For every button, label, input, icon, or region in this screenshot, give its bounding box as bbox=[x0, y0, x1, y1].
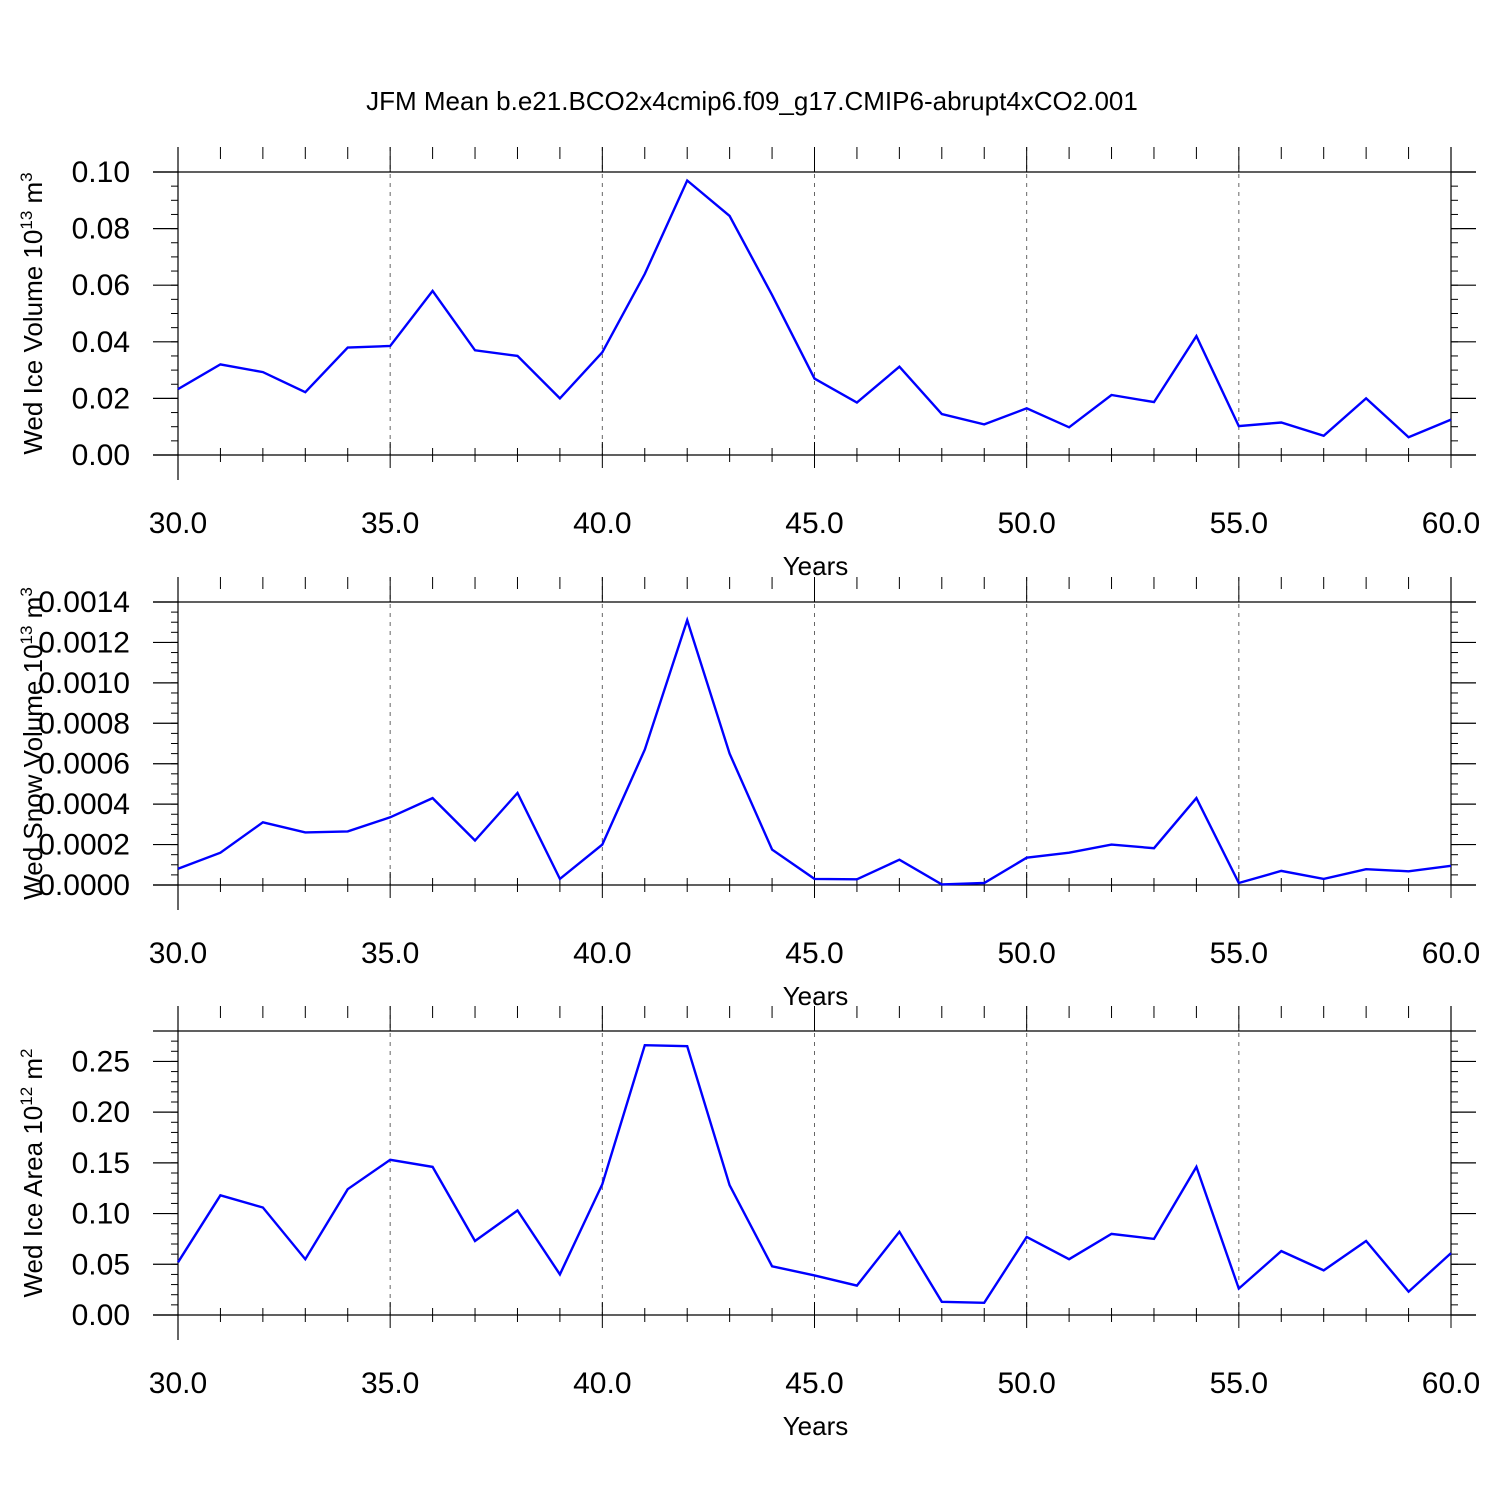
y-axis-label-superscript: 13 bbox=[17, 626, 36, 645]
x-tick-label: 35.0 bbox=[361, 937, 419, 970]
y-axis-label-superscript: 2 bbox=[17, 1048, 36, 1057]
y-tick-label: 0.04 bbox=[72, 326, 130, 359]
series-line bbox=[177, 616, 1452, 886]
y-tick-label: 0.0012 bbox=[38, 626, 130, 659]
y-tick-label: 0.06 bbox=[72, 269, 130, 302]
y-axis-label-superscript: 12 bbox=[17, 1087, 36, 1106]
y-axis-label-superscript: 3 bbox=[17, 172, 36, 181]
y-tick-label: 0.0002 bbox=[38, 829, 130, 862]
x-axis-label: Years bbox=[783, 981, 849, 1011]
x-tick-label: 45.0 bbox=[785, 507, 843, 540]
x-tick-label: 40.0 bbox=[573, 937, 631, 970]
y-axis-label: Wed Ice Volume 1013 m3 bbox=[17, 172, 48, 454]
panel-3: 0.00 0.05 0.10 0.15 0.20 0.25 30.0 35.0 40.0 45.0… bbox=[17, 1006, 1480, 1441]
y-tick-label: 0.02 bbox=[72, 382, 130, 415]
x-tick-label: 45.0 bbox=[785, 1367, 843, 1400]
x-axis-label: Years bbox=[783, 551, 849, 581]
x-tick-label: 30.0 bbox=[149, 1367, 207, 1400]
y-tick-label: 0.0000 bbox=[38, 869, 130, 902]
y-axis-label-superscript: 13 bbox=[17, 211, 36, 230]
x-tick-label: 50.0 bbox=[997, 507, 1055, 540]
x-axis-label: Years bbox=[783, 1411, 849, 1441]
y-axis-label-part: Wed Ice Area 10 bbox=[18, 1106, 48, 1298]
y-tick-label: 0.15 bbox=[72, 1147, 130, 1180]
x-tick-label: 45.0 bbox=[785, 937, 843, 970]
y-tick-label: 0.08 bbox=[72, 213, 130, 246]
chart-title: JFM Mean b.e21.BCO2x4cmip6.f09_g17.CMIP6… bbox=[366, 86, 1138, 116]
x-tick-label: 55.0 bbox=[1210, 507, 1268, 540]
panels: 0.00 0.02 0.04 0.06 0.08 0.10 30.0 35.0 40.0 45.0… bbox=[17, 147, 1480, 1441]
y-axis-label: Wed Snow Volume 1013 m3 bbox=[17, 587, 48, 900]
x-tick-label: 60.0 bbox=[1422, 1367, 1480, 1400]
x-tick-label: 35.0 bbox=[361, 507, 419, 540]
y-axis-label-part: m bbox=[18, 597, 48, 626]
y-axis-label-part: m bbox=[18, 182, 48, 211]
y-tick-label: 0.25 bbox=[72, 1045, 130, 1078]
y-tick-label: 0.10 bbox=[72, 1198, 130, 1231]
panel-2: 0.0000 0.0002 0.0004 0.0006 0.0008 0.0010 0.00… bbox=[17, 577, 1480, 1011]
y-tick-label: 0.0014 bbox=[38, 586, 130, 619]
y-tick-label: 0.00 bbox=[72, 1299, 130, 1332]
y-axis-label-part: Wed Ice Volume 10 bbox=[18, 230, 48, 455]
x-tick-label: 60.0 bbox=[1422, 507, 1480, 540]
y-tick-label: 0.10 bbox=[72, 156, 130, 189]
x-tick-label: 30.0 bbox=[149, 937, 207, 970]
y-tick-label: 0.0008 bbox=[38, 707, 130, 740]
x-tick-label: 35.0 bbox=[361, 1367, 419, 1400]
x-tick-label: 40.0 bbox=[573, 1367, 631, 1400]
panel-1: 0.00 0.02 0.04 0.06 0.08 0.10 30.0 35.0 40.0 45.0… bbox=[17, 147, 1480, 581]
y-tick-label: 0.0006 bbox=[38, 748, 130, 781]
x-tick-label: 30.0 bbox=[149, 507, 207, 540]
x-tick-label: 50.0 bbox=[997, 937, 1055, 970]
y-axis-label-part: m bbox=[18, 1058, 48, 1087]
x-tick-label: 50.0 bbox=[997, 1367, 1055, 1400]
y-tick-label: 0.0010 bbox=[38, 667, 130, 700]
x-tick-label: 60.0 bbox=[1422, 937, 1480, 970]
x-tick-label: 55.0 bbox=[1210, 1367, 1268, 1400]
x-tick-label: 55.0 bbox=[1210, 937, 1268, 970]
y-axis-label: Wed Ice Area 1012 m2 bbox=[17, 1048, 48, 1297]
y-tick-label: 0.20 bbox=[72, 1096, 130, 1129]
series-line bbox=[176, 1043, 1452, 1305]
y-tick-label: 0.05 bbox=[72, 1248, 130, 1281]
y-tick-label: 0.00 bbox=[72, 439, 130, 472]
y-axis-label-superscript: 3 bbox=[17, 587, 36, 596]
y-axis-label-part: Wed Snow Volume 10 bbox=[18, 644, 48, 899]
series-line bbox=[177, 178, 1452, 439]
y-tick-label: 0.0004 bbox=[38, 788, 130, 821]
x-tick-label: 40.0 bbox=[573, 507, 631, 540]
